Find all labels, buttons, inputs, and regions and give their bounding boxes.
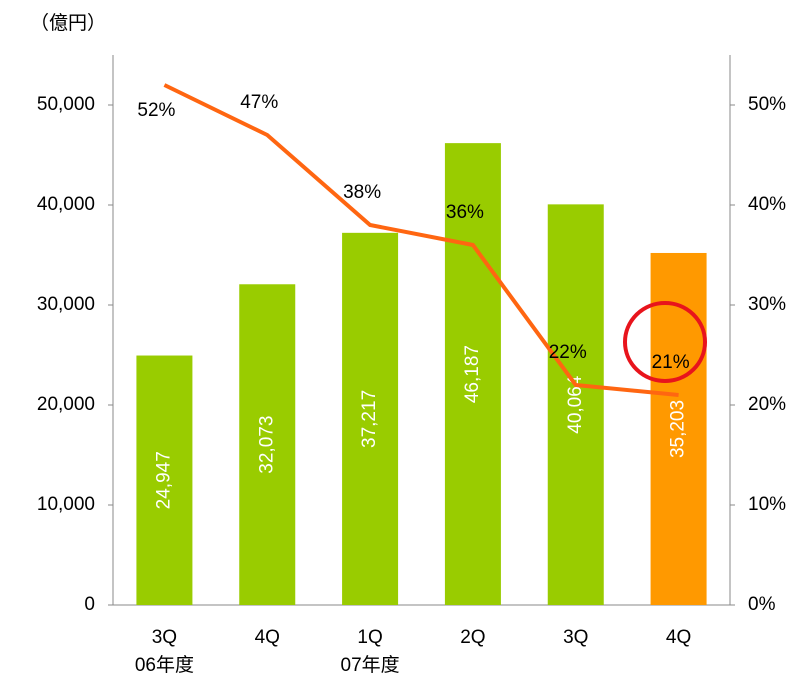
bar-value-label: 46,187: [462, 345, 483, 403]
bar: [342, 232, 399, 605]
x-tick-label: 4Q: [255, 627, 280, 648]
y2-tick-label: 50%: [748, 94, 786, 115]
line-value-label: 38%: [343, 182, 381, 203]
x-tick-label: 3Q: [152, 627, 177, 648]
y2-tick-label: 30%: [748, 294, 786, 315]
y2-tick-label: 10%: [748, 494, 786, 515]
bar: [650, 252, 707, 605]
y2-tick-label: 40%: [748, 194, 786, 215]
x-group-label: 07年度: [341, 654, 400, 676]
line-value-label: 47%: [240, 92, 278, 113]
line-value-label: 22%: [549, 342, 587, 363]
bar-value-label: 35,203: [668, 400, 689, 458]
line-value-label: 36%: [446, 202, 484, 223]
line: [163, 83, 679, 397]
x-group-label: 06年度: [135, 654, 194, 676]
line-value-label: 52%: [137, 100, 175, 121]
y-tick-label: 30,000: [37, 294, 95, 315]
bar-value-label: 37,217: [359, 390, 380, 448]
x-tick-label: 3Q: [563, 627, 588, 648]
bar-value-label: 32,073: [256, 416, 277, 474]
bar-value-label: 40,064: [565, 375, 586, 434]
y-tick-label: 50,000: [37, 94, 95, 115]
y-tick-label: 10,000: [37, 494, 95, 515]
bar: [136, 355, 193, 605]
x-tick-label: 1Q: [357, 627, 382, 648]
bar-value-label: 24,947: [153, 451, 174, 509]
bar: [547, 204, 604, 606]
x-tick-label: 2Q: [460, 627, 485, 648]
y-tick-label: 0: [84, 594, 95, 615]
x-tick-label: 4Q: [666, 627, 691, 648]
y-tick-label: 20,000: [37, 394, 95, 415]
y2-tick-label: 20%: [748, 394, 786, 415]
bar: [239, 284, 296, 605]
line-value-label: 21%: [652, 352, 690, 373]
bar: [444, 143, 501, 605]
y-axis-unit: （億円）: [30, 12, 106, 34]
y2-tick-label: 0%: [748, 594, 776, 615]
y-tick-label: 40,000: [37, 194, 95, 215]
highlight-circle: [623, 301, 707, 383]
